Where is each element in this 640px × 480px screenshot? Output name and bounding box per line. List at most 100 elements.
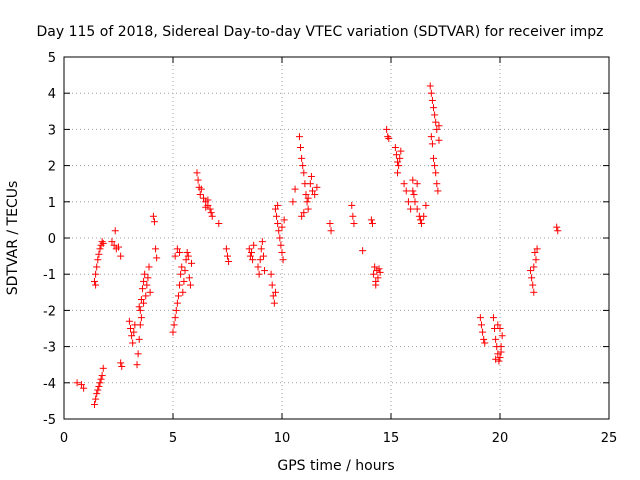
- data-point: [348, 201, 356, 209]
- data-point: [110, 241, 118, 249]
- data-point: [144, 274, 152, 282]
- data-point: [137, 296, 145, 304]
- data-point: [394, 158, 402, 166]
- data-point: [383, 125, 391, 133]
- data-point: [530, 263, 538, 271]
- y-tick-label: -4: [43, 377, 56, 392]
- data-point: [249, 256, 257, 264]
- data-point: [367, 216, 375, 224]
- data-point: [533, 245, 541, 253]
- data-point: [178, 263, 186, 271]
- data-point: [259, 252, 267, 260]
- chart-title: Day 115 of 2018, Sidereal Day-to-day VTE…: [37, 24, 604, 40]
- data-point: [274, 201, 282, 209]
- x-tick-label: 20: [492, 431, 509, 446]
- data-point: [349, 212, 357, 220]
- data-point: [140, 299, 148, 307]
- data-point: [108, 238, 116, 246]
- data-point: [313, 183, 321, 191]
- data-point: [149, 212, 157, 220]
- data-point: [375, 265, 383, 273]
- data-point: [304, 205, 312, 213]
- data-point: [257, 245, 265, 253]
- data-point: [146, 288, 154, 296]
- data-point: [115, 243, 122, 251]
- data-point: [135, 335, 143, 343]
- data-point: [94, 256, 102, 264]
- x-axis-label: GPS time / hours: [277, 458, 394, 474]
- data-point: [298, 154, 306, 162]
- data-point: [177, 270, 185, 278]
- data-point: [306, 180, 314, 188]
- data-point: [99, 364, 107, 372]
- data-point: [350, 220, 358, 228]
- data-point: [392, 151, 400, 159]
- data-point: [489, 314, 497, 322]
- data-point: [222, 245, 230, 253]
- data-point: [427, 133, 435, 141]
- data-point: [129, 339, 137, 347]
- plot-frame: [63, 56, 610, 420]
- data-point: [130, 328, 138, 336]
- data-point: [183, 248, 191, 256]
- y-tick-label: -2: [43, 304, 56, 319]
- data-point: [327, 227, 335, 235]
- data-point: [434, 187, 442, 195]
- data-point: [409, 176, 417, 184]
- data-point: [197, 185, 205, 193]
- data-point: [402, 187, 410, 195]
- data-point: [141, 270, 149, 278]
- data-point: [532, 256, 540, 264]
- data-point: [476, 314, 484, 322]
- data-point: [258, 238, 266, 246]
- data-point: [138, 285, 146, 293]
- data-point: [422, 201, 430, 209]
- data-point: [477, 321, 485, 329]
- data-point: [176, 248, 184, 256]
- data-point: [374, 274, 382, 282]
- y-tick-label: 3: [48, 123, 56, 138]
- data-point: [370, 270, 378, 278]
- data-point: [180, 277, 188, 285]
- data-point: [174, 292, 182, 300]
- data-point: [273, 212, 281, 220]
- data-point: [527, 267, 535, 275]
- data-point: [428, 140, 436, 148]
- data-point: [125, 317, 133, 325]
- data-point: [143, 281, 151, 289]
- data-point: [182, 256, 190, 264]
- data-point: [225, 258, 233, 266]
- data-point: [430, 104, 438, 112]
- data-point: [173, 299, 181, 307]
- data-point: [91, 277, 99, 285]
- data-point: [254, 263, 262, 271]
- data-point: [267, 270, 275, 278]
- data-point: [409, 187, 417, 195]
- data-point: [277, 241, 285, 249]
- data-point: [528, 274, 536, 282]
- data-point: [117, 252, 125, 260]
- data-point: [133, 361, 141, 369]
- data-point: [73, 379, 81, 387]
- data-point: [418, 220, 426, 228]
- data-point: [92, 281, 100, 289]
- data-point: [261, 267, 269, 275]
- data-point: [359, 247, 367, 255]
- data-point: [134, 350, 142, 358]
- data-point: [496, 353, 504, 361]
- data-point: [492, 355, 500, 363]
- data-point: [278, 248, 286, 256]
- data-point: [94, 386, 102, 394]
- data-point: [394, 169, 402, 177]
- data-point: [96, 245, 104, 253]
- data-point: [400, 180, 408, 188]
- data-point: [269, 292, 277, 300]
- data-point: [176, 281, 184, 289]
- data-point: [431, 162, 439, 170]
- data-point: [300, 209, 308, 217]
- data-point: [432, 169, 440, 177]
- data-point: [307, 172, 315, 180]
- x-tick-label: 10: [274, 431, 291, 446]
- data-point: [376, 268, 384, 276]
- data-point: [480, 335, 488, 343]
